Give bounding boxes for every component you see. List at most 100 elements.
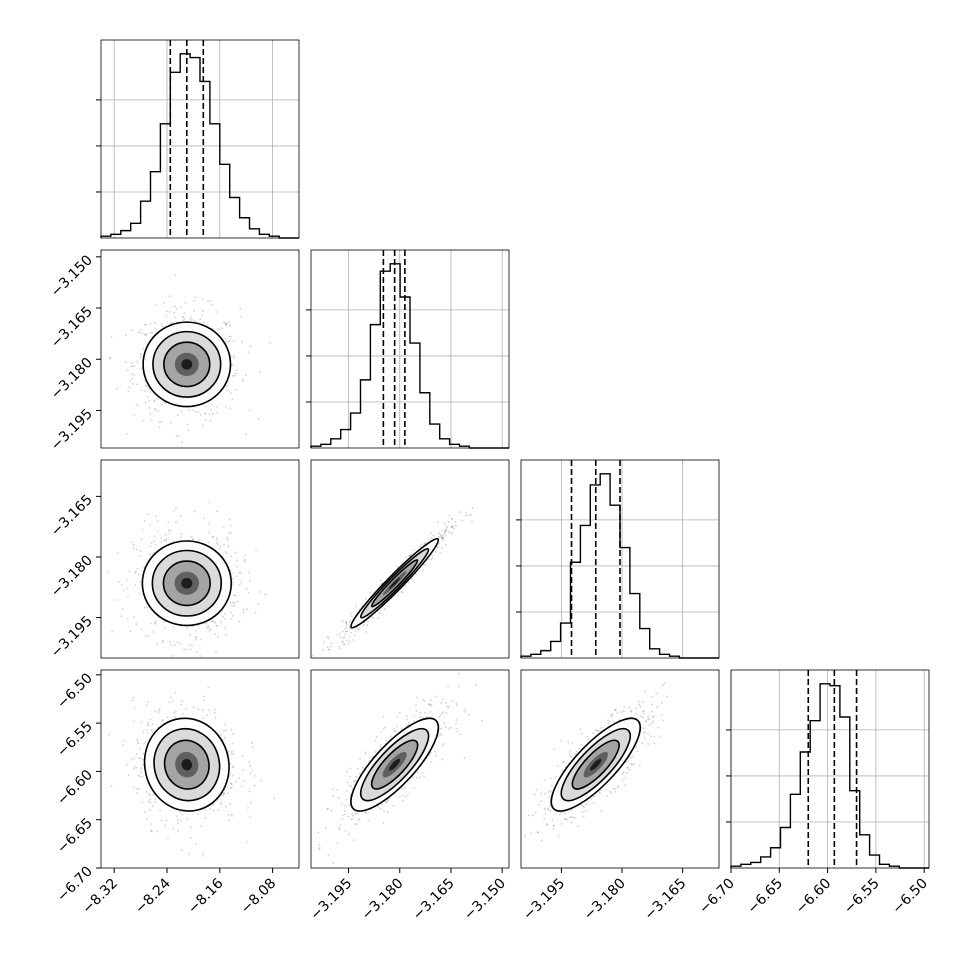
scatter-point [605,788,607,791]
scatter-point [214,621,217,624]
scatter-point [439,533,442,536]
scatter-point [577,825,580,828]
scatter-point [570,756,573,758]
scatter-point [221,327,223,330]
scatter-point [147,732,150,735]
scatter-point [445,529,447,532]
scatter-point [377,805,380,808]
scatter-point [229,531,232,534]
scatter-point [455,704,458,707]
scatter-point [349,767,352,770]
scatter-point [442,534,444,536]
scatter-point [642,710,645,712]
scatter-point [380,803,383,806]
scatter-point [652,720,655,723]
scatter-point [169,421,172,424]
scatter-point [644,731,647,734]
scatter-point [593,795,596,798]
scatter-point [364,811,367,814]
scatter-point [442,536,445,539]
scatter-point [620,711,623,714]
scatter-point [597,730,599,732]
scatter-point [157,711,160,714]
scatter-point [176,641,179,644]
scatter-point [345,621,348,623]
scatter-point [248,409,251,412]
scatter-point [229,525,232,527]
y-tick-label: −6.55 [54,719,96,761]
scatter-point [580,743,583,746]
scatter-point [125,334,128,337]
scatter-point [168,701,171,704]
scatter-point [238,620,241,623]
scatter-point [190,535,193,538]
scatter-point [327,853,330,856]
scatter-point [550,777,553,780]
scatter-point [216,411,219,414]
scatter-point [465,514,468,517]
scatter-point [223,792,225,795]
scatter-point [169,295,172,298]
scatter-point [616,786,619,789]
x-tick-label: −8.16 [185,875,227,917]
scatter-point [162,325,164,328]
scatter-point [137,788,140,790]
scatter-point [239,308,242,310]
scatter-point [549,809,552,812]
scatter-point [594,729,597,732]
scatter-point [455,723,457,725]
scatter-point [158,421,161,423]
scatter-point [318,843,321,846]
scatter-point [438,536,441,538]
scatter-point [208,531,210,534]
scatter-point [231,814,233,817]
scatter-point [202,310,205,312]
scatter-point [273,797,275,800]
scatter-point [160,541,163,543]
scatter-point [444,522,446,525]
scatter-point [238,776,241,779]
scatter-point [251,746,254,749]
scatter-point [570,821,573,824]
scatter-point [185,648,188,651]
scatter-point [210,408,212,411]
scatter-point [224,337,227,340]
scatter-point [600,789,602,792]
scatter-point [564,818,566,820]
histogram-step-3 [730,683,929,869]
scatter-panel-3-2 [523,682,669,842]
scatter-point [209,420,212,422]
scatter-point [430,761,433,764]
scatter-point [643,690,646,693]
scatter-point [149,718,152,721]
scatter-point [511,680,513,682]
scatter-point [583,806,586,808]
scatter-point [215,624,218,627]
scatter-point [242,608,245,611]
scatter-point [331,788,334,791]
scatter-point [441,547,443,549]
scatter-point [632,763,635,766]
scatter-point [202,716,205,719]
scatter-point [569,749,572,752]
scatter-point [219,547,221,550]
scatter-point [127,390,130,393]
scatter-point [179,643,182,645]
scatter-point [230,782,233,785]
scatter-point [407,581,410,584]
scatter-point [148,553,151,556]
scatter-point [216,538,219,541]
scatter-point [435,754,437,757]
scatter-point [202,517,205,520]
contour-line-2 [571,739,620,790]
scatter-point [215,624,218,627]
scatter-point [248,571,251,574]
scatter-point [248,760,251,763]
scatter-point [202,855,204,857]
x-tick-label: −6.65 [744,876,786,918]
density-level-4 [389,758,401,771]
scatter-point [126,763,128,766]
scatter-point [379,612,382,614]
scatter-point [403,786,406,789]
